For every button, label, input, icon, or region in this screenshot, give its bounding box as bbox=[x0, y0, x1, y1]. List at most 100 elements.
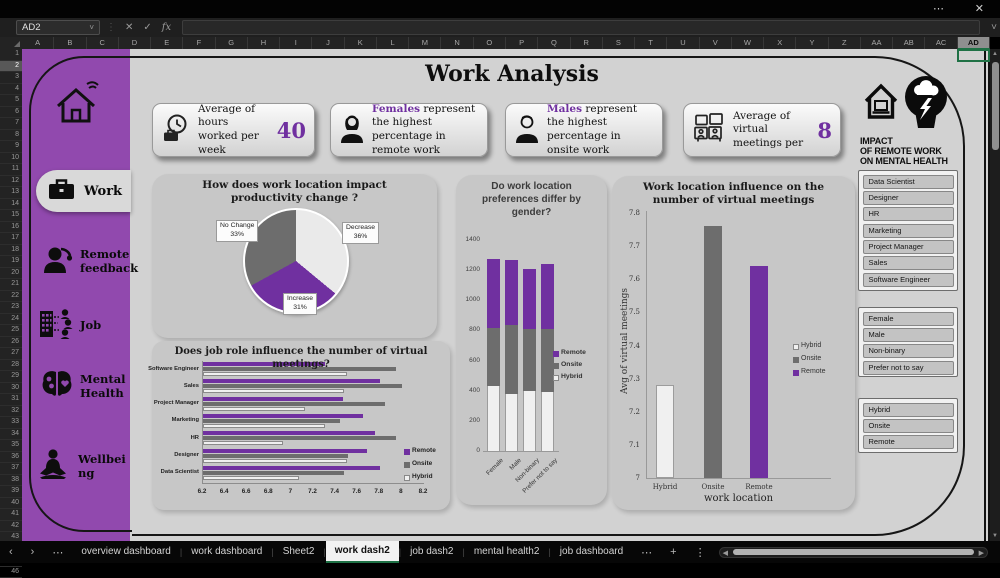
row-header-36[interactable]: 36 bbox=[0, 452, 22, 464]
sheet-tab-work-dashboard[interactable]: work dashboard bbox=[182, 541, 271, 563]
tabbar-menu-icon[interactable]: ⋮ bbox=[686, 546, 715, 559]
horizontal-scroll-thumb[interactable] bbox=[733, 549, 974, 555]
column-header-M[interactable]: M bbox=[409, 37, 441, 49]
name-box[interactable]: AD2 ˅ bbox=[16, 20, 100, 35]
column-header-C[interactable]: C bbox=[87, 37, 119, 49]
column-header-R[interactable]: R bbox=[571, 37, 603, 49]
sidebar-item-remote-feedback[interactable]: Remote feedback bbox=[42, 245, 130, 278]
tabs-prev-button[interactable]: ‹ bbox=[0, 546, 22, 558]
row-header-40[interactable]: 40 bbox=[0, 498, 22, 510]
slicer-button-project-manager[interactable]: Project Manager bbox=[863, 240, 954, 254]
sheet-tab-overview-dashboard[interactable]: overview dashboard bbox=[72, 541, 180, 563]
slicer-button-sales[interactable]: Sales bbox=[863, 256, 954, 270]
sheet-tab-job-dash2[interactable]: job dash2 bbox=[401, 541, 462, 563]
scroll-left-icon[interactable]: ◀ bbox=[723, 549, 728, 557]
row-header-2[interactable]: 2 bbox=[0, 61, 22, 73]
tabs-more-button[interactable]: ⋯ bbox=[43, 546, 72, 559]
sheet-tab-Sheet2[interactable]: Sheet2 bbox=[274, 541, 324, 563]
add-sheet-button[interactable]: + bbox=[661, 546, 685, 558]
sidebar-item-job[interactable]: Job bbox=[38, 307, 101, 344]
row-header-38[interactable]: 38 bbox=[0, 475, 22, 487]
row-header-39[interactable]: 39 bbox=[0, 486, 22, 498]
column-header-J[interactable]: J bbox=[312, 37, 344, 49]
column-header-Q[interactable]: Q bbox=[538, 37, 570, 49]
row-header-25[interactable]: 25 bbox=[0, 325, 22, 337]
cancel-icon[interactable]: ✕ bbox=[122, 22, 136, 33]
row-header-15[interactable]: 15 bbox=[0, 210, 22, 222]
row-header-12[interactable]: 12 bbox=[0, 176, 22, 188]
slicer-button-software-engineer[interactable]: Software Engineer bbox=[863, 273, 954, 287]
column-header-AD[interactable]: AD bbox=[958, 37, 990, 49]
scroll-up-icon[interactable]: ▲ bbox=[990, 51, 1000, 57]
sidebar-item-work[interactable]: Work bbox=[36, 170, 131, 212]
scroll-down-icon[interactable]: ▼ bbox=[990, 533, 1000, 539]
sidebar-item-mental-health[interactable]: Mental Health bbox=[40, 369, 126, 404]
sheet-tab-job-dashboard[interactable]: job dashboard bbox=[551, 541, 632, 563]
slicer-button-hr[interactable]: HR bbox=[863, 207, 954, 221]
row-header-37[interactable]: 37 bbox=[0, 463, 22, 475]
slicer-button-data-scientist[interactable]: Data Scientist bbox=[863, 175, 954, 189]
column-header-O[interactable]: O bbox=[474, 37, 506, 49]
horizontal-scrollbar[interactable]: ◀▶ bbox=[719, 547, 988, 558]
row-header-16[interactable]: 16 bbox=[0, 222, 22, 234]
row-header-5[interactable]: 5 bbox=[0, 95, 22, 107]
column-header-AC[interactable]: AC bbox=[925, 37, 957, 49]
row-header-42[interactable]: 42 bbox=[0, 521, 22, 533]
row-header-33[interactable]: 33 bbox=[0, 417, 22, 429]
row-header-24[interactable]: 24 bbox=[0, 314, 22, 326]
sidebar-item-home[interactable] bbox=[48, 75, 106, 138]
column-header-V[interactable]: V bbox=[700, 37, 732, 49]
row-header-1[interactable]: 1 bbox=[0, 49, 22, 61]
row-header-27[interactable]: 27 bbox=[0, 348, 22, 360]
column-header-S[interactable]: S bbox=[603, 37, 635, 49]
selected-cell-AD2[interactable] bbox=[957, 49, 990, 62]
row-header-46[interactable]: 46 bbox=[0, 567, 22, 578]
row-header-19[interactable]: 19 bbox=[0, 256, 22, 268]
chevron-down-icon[interactable]: ˅ bbox=[89, 23, 94, 32]
row-header-3[interactable]: 3 bbox=[0, 72, 22, 84]
row-header-10[interactable]: 10 bbox=[0, 153, 22, 165]
column-header-E[interactable]: E bbox=[151, 37, 183, 49]
tabs-overflow-button[interactable]: ⋯ bbox=[632, 546, 661, 559]
row-header-21[interactable]: 21 bbox=[0, 279, 22, 291]
column-header-W[interactable]: W bbox=[732, 37, 764, 49]
column-header-Y[interactable]: Y bbox=[796, 37, 828, 49]
column-header-G[interactable]: G bbox=[216, 37, 248, 49]
row-header-9[interactable]: 9 bbox=[0, 141, 22, 153]
column-header-F[interactable]: F bbox=[183, 37, 215, 49]
sidebar-item-wellbeing[interactable]: Wellbeing bbox=[34, 449, 133, 484]
column-header-D[interactable]: D bbox=[119, 37, 151, 49]
row-header-13[interactable]: 13 bbox=[0, 187, 22, 199]
column-header-N[interactable]: N bbox=[441, 37, 473, 49]
row-header-41[interactable]: 41 bbox=[0, 509, 22, 521]
slicer-button-designer[interactable]: Designer bbox=[863, 191, 954, 205]
column-header-K[interactable]: K bbox=[345, 37, 377, 49]
sheet-tab-mental-health2[interactable]: mental health2 bbox=[465, 541, 549, 563]
scroll-right-icon[interactable]: ▶ bbox=[979, 549, 984, 557]
row-header-17[interactable]: 17 bbox=[0, 233, 22, 245]
row-header-30[interactable]: 30 bbox=[0, 383, 22, 395]
sheet-tab-work-dash2[interactable]: work dash2 bbox=[326, 541, 399, 563]
tabs-next-button[interactable]: › bbox=[22, 546, 44, 558]
row-header-28[interactable]: 28 bbox=[0, 360, 22, 372]
row-header-11[interactable]: 11 bbox=[0, 164, 22, 176]
row-header-18[interactable]: 18 bbox=[0, 245, 22, 257]
column-header-P[interactable]: P bbox=[506, 37, 538, 49]
row-header-34[interactable]: 34 bbox=[0, 429, 22, 441]
row-header-32[interactable]: 32 bbox=[0, 406, 22, 418]
row-header-4[interactable]: 4 bbox=[0, 84, 22, 96]
column-header-T[interactable]: T bbox=[635, 37, 667, 49]
slicer-button-prefer-not-to-say[interactable]: Prefer not to say bbox=[863, 361, 954, 375]
column-header-AB[interactable]: AB bbox=[893, 37, 925, 49]
column-header-I[interactable]: I bbox=[280, 37, 312, 49]
window-close-icon[interactable]: ✕ bbox=[975, 1, 984, 17]
vertical-scrollbar[interactable]: ▲ ▼ bbox=[990, 49, 1000, 541]
column-header-U[interactable]: U bbox=[667, 37, 699, 49]
check-icon[interactable]: ✓ bbox=[140, 22, 154, 33]
row-header-22[interactable]: 22 bbox=[0, 291, 22, 303]
column-header-H[interactable]: H bbox=[248, 37, 280, 49]
row-header-6[interactable]: 6 bbox=[0, 107, 22, 119]
column-header-X[interactable]: X bbox=[764, 37, 796, 49]
column-header-B[interactable]: B bbox=[54, 37, 86, 49]
row-header-29[interactable]: 29 bbox=[0, 371, 22, 383]
